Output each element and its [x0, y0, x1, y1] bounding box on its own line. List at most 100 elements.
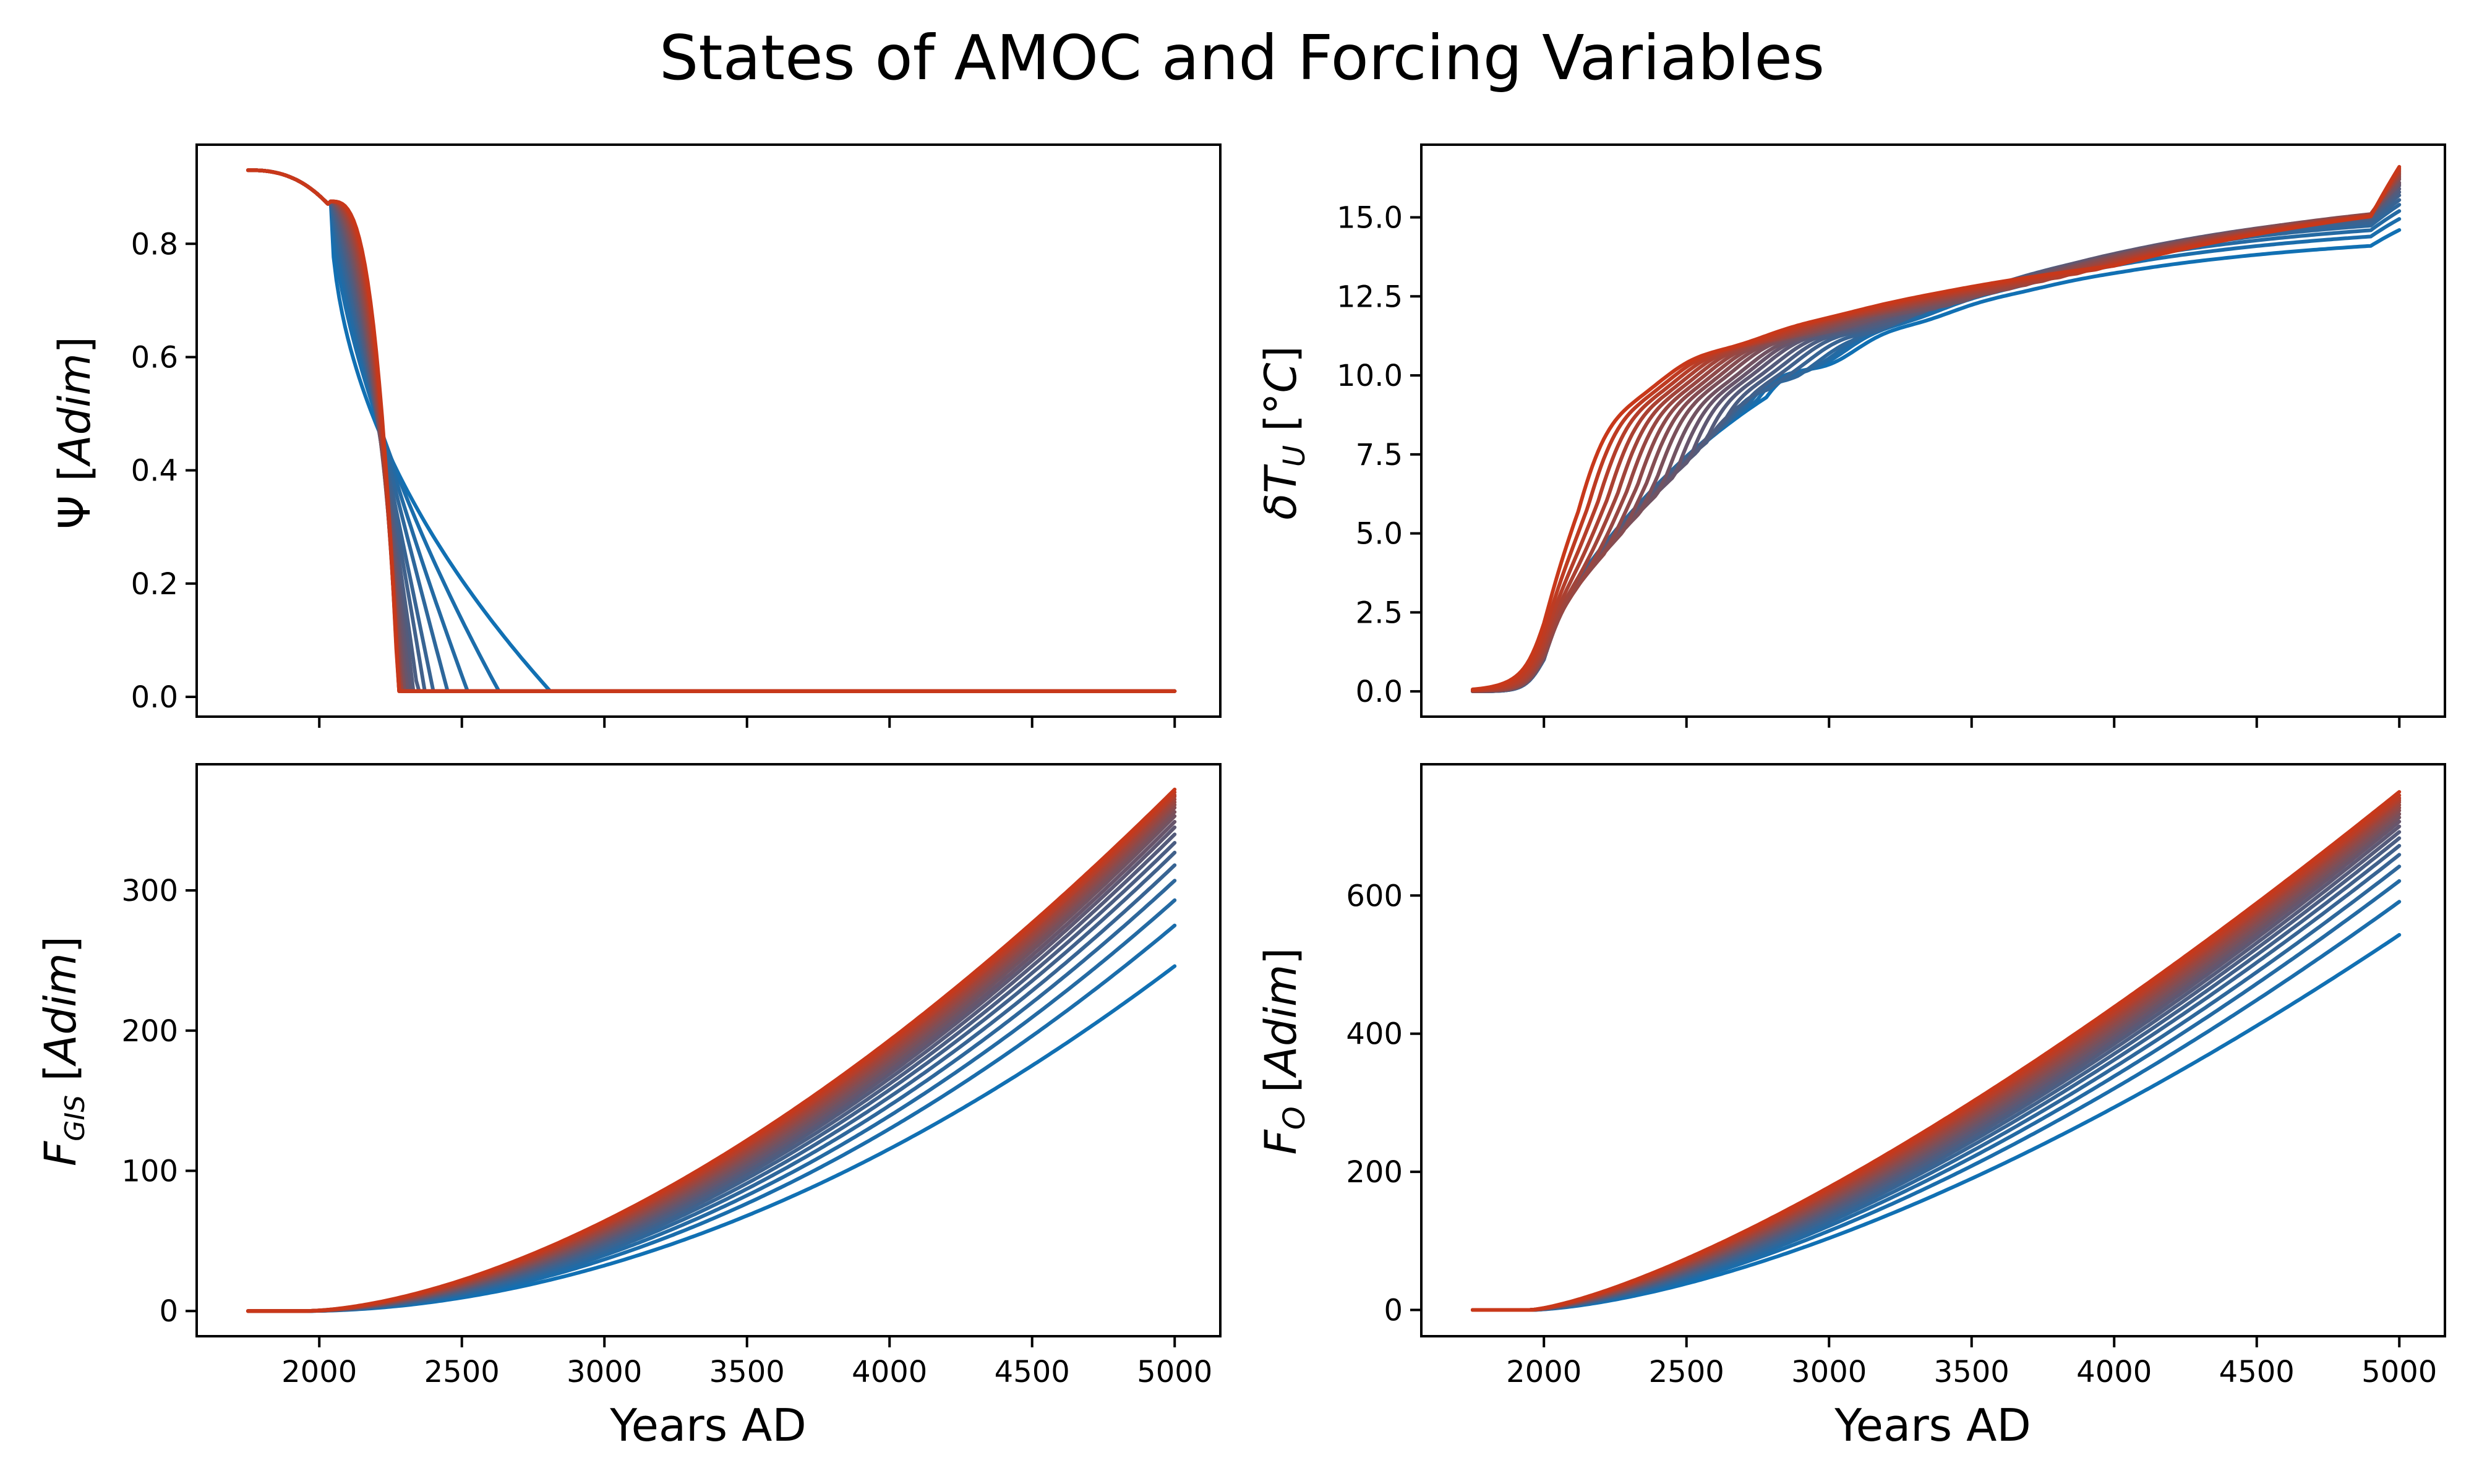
dTU-series-16	[1471, 171, 2402, 693]
dTU-series-15	[1471, 173, 2402, 693]
dtu-curves	[1471, 164, 2402, 693]
psi-axes-frame	[195, 143, 1222, 718]
psi-ytick-label: 0.6	[131, 340, 178, 375]
dTU-series-2	[1471, 217, 2402, 693]
fgis-axes-frame	[195, 763, 1222, 1337]
psi-series-9	[246, 168, 1177, 693]
panel-fo: 2000 2500 3000 3500 4000 4500 5000 0 200 400 600 F…	[1256, 763, 2446, 1451]
fo-curves	[1471, 790, 2402, 1312]
psi-series-1	[246, 168, 1177, 693]
panel-fgis: 2000 2500 3000 3500 4000 4500 5000 0 100 200 300 F…	[35, 763, 1222, 1451]
dTU-series-3	[1471, 209, 2402, 693]
psi-series-19	[246, 168, 1177, 693]
fgis-xtick-label: 2500	[424, 1355, 500, 1389]
fgis-xtick-label: 2000	[281, 1355, 357, 1389]
psi-ytick-label: 0.0	[131, 680, 178, 715]
fo-series-16	[1471, 800, 2402, 1312]
fo-series-20	[1471, 790, 2402, 1312]
psi-series-10	[246, 168, 1177, 693]
fgis-series-20	[246, 787, 1177, 1313]
psi-series-3	[246, 168, 1177, 693]
fgis-series-15	[246, 800, 1177, 1313]
fgis-series-16	[246, 797, 1177, 1313]
dTU-ytick-label: 7.5	[1356, 438, 1403, 472]
psi-ticks: 0.0 0.2 0.4 0.6 0.8	[131, 227, 1176, 728]
fo-series-12	[1471, 812, 2402, 1312]
psi-ytick-label: 0.4	[131, 454, 178, 488]
fgis-series-18	[246, 793, 1177, 1313]
fgis-xtick-label: 3500	[709, 1355, 785, 1389]
psi-series-15	[246, 168, 1177, 693]
fo-ticks: 2000 2500 3000 3500 4000 4500 5000 0 200 400 600	[1346, 879, 2437, 1389]
psi-curves	[246, 168, 1177, 693]
fgis-series-7	[246, 841, 1177, 1313]
psi-series-14	[246, 168, 1177, 693]
dtu-ylabel: δTU [°C]	[1256, 346, 1312, 520]
dTU-series-4	[1471, 203, 2402, 693]
fo-xtick-label: 4500	[2219, 1355, 2295, 1389]
fgis-series-10	[246, 820, 1177, 1313]
psi-series-17	[246, 168, 1177, 693]
fgis-curves	[246, 787, 1177, 1313]
fo-xlabel: Years AD	[1834, 1399, 2031, 1451]
dTU-ytick-label: 5.0	[1356, 517, 1403, 552]
fgis-series-19	[246, 790, 1177, 1313]
panel-dtu: 0.0 2.5 5.0 7.5 10.0 12.5 15.0 δTU [°C]	[1256, 143, 2446, 728]
fo-series-10	[1471, 819, 2402, 1312]
dtu-ticks: 0.0 2.5 5.0 7.5 10.0 12.5 15.0	[1337, 201, 2401, 728]
psi-series-6	[246, 168, 1177, 693]
fo-xtick-label: 2000	[1506, 1355, 1582, 1389]
psi-series-5	[246, 168, 1177, 693]
fgis-xtick-label: 3000	[567, 1355, 642, 1389]
figure-title: States of AMOC and Forcing Variables	[659, 22, 1825, 94]
psi-series-20	[246, 168, 1177, 693]
psi-ytick-label: 0.8	[131, 227, 178, 262]
fgis-ytick-label: 200	[121, 1014, 178, 1049]
fgis-xtick-label: 5000	[1137, 1355, 1212, 1389]
dTU-ytick-label: 2.5	[1356, 595, 1403, 630]
psi-ytick-label: 0.2	[131, 567, 178, 602]
fo-ylabel: FO [Adim]	[1256, 948, 1312, 1155]
fo-xtick-label: 2500	[1649, 1355, 1724, 1389]
dTU-series-5	[1471, 198, 2402, 693]
fo-ytick-label: 400	[1346, 1017, 1403, 1052]
fgis-series-17	[246, 795, 1177, 1313]
fo-xtick-label: 3000	[1791, 1355, 1867, 1389]
fgis-series-14	[246, 803, 1177, 1313]
fgis-ytick-label: 0	[159, 1294, 178, 1329]
dtu-axes-frame	[1420, 143, 2446, 718]
psi-series-11	[246, 168, 1177, 693]
psi-series-8	[246, 168, 1177, 693]
fo-series-18	[1471, 796, 2402, 1312]
fo-series-11	[1471, 816, 2402, 1312]
fo-series-13	[1471, 808, 2402, 1312]
psi-series-16	[246, 168, 1177, 693]
fgis-ytick-label: 100	[121, 1154, 178, 1188]
psi-series-13	[246, 168, 1177, 693]
dTU-series-18	[1471, 168, 2402, 693]
fo-ytick-label: 600	[1346, 879, 1403, 913]
dTU-ytick-label: 10.0	[1337, 359, 1403, 393]
dTU-ytick-label: 15.0	[1337, 201, 1403, 236]
psi-series-7	[246, 168, 1177, 693]
psi-ylabel: Ψ [Adim]	[49, 336, 100, 529]
psi-series-12	[246, 168, 1177, 693]
dTU-series-17	[1471, 169, 2402, 693]
psi-series-4	[246, 168, 1177, 693]
fo-xtick-label: 5000	[2361, 1355, 2437, 1389]
fo-ytick-label: 0	[1384, 1294, 1403, 1328]
fgis-ylabel: FGIS [Adim]	[35, 936, 91, 1166]
fgis-xtick-label: 4500	[995, 1355, 1070, 1389]
psi-series-2	[246, 168, 1177, 693]
fo-series-17	[1471, 798, 2402, 1312]
fgis-xtick-label: 4000	[852, 1355, 927, 1389]
fgis-series-13	[246, 806, 1177, 1313]
fgis-series-9	[246, 825, 1177, 1313]
panel-psi: 0.0 0.2 0.4 0.6 0.8 Ψ [Adim]	[49, 143, 1222, 728]
fo-xtick-label: 3500	[1934, 1355, 2010, 1389]
fo-xtick-label: 4000	[2076, 1355, 2152, 1389]
psi-series-18	[246, 168, 1177, 693]
fgis-ticks: 2000 2500 3000 3500 4000 4500 5000 0 100 200 300	[121, 874, 1212, 1389]
fo-series-15	[1471, 803, 2402, 1312]
